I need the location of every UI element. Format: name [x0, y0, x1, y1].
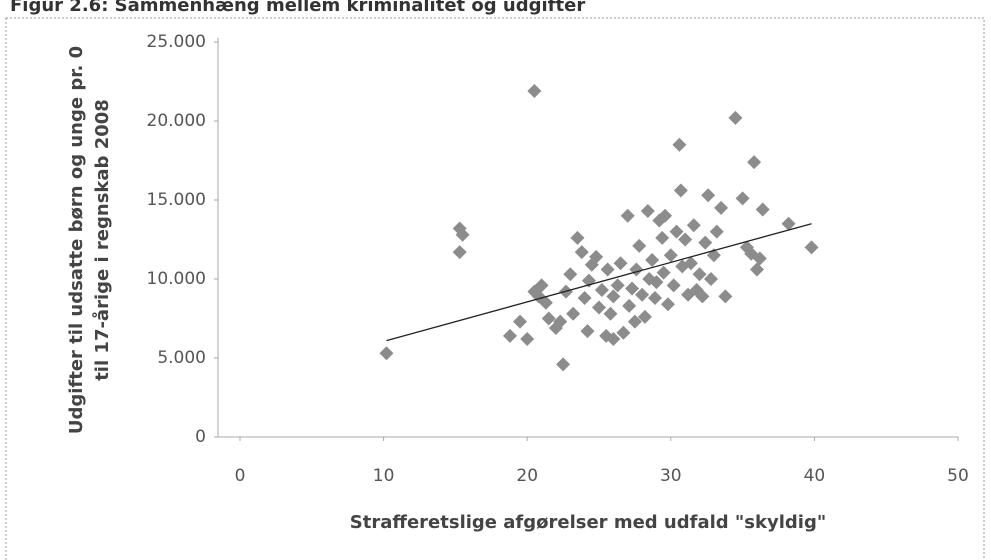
point	[610, 278, 625, 293]
point	[663, 248, 678, 263]
y-tick-label: 15.000	[147, 190, 206, 210]
point	[570, 230, 585, 245]
point	[627, 314, 642, 329]
y-tick-label: 10.000	[147, 269, 206, 289]
point	[718, 289, 733, 304]
point	[553, 314, 568, 329]
point	[804, 240, 819, 255]
point	[566, 306, 581, 321]
point	[672, 137, 687, 152]
point	[701, 188, 716, 203]
y-axis-title-line: Udgifter til udsatte børn og unge pr. 0	[66, 46, 87, 434]
point	[541, 311, 556, 326]
point	[656, 265, 671, 280]
point	[632, 238, 647, 253]
point	[622, 298, 637, 313]
point	[692, 267, 707, 282]
point	[648, 290, 663, 305]
point	[714, 200, 729, 215]
point	[527, 83, 542, 98]
point	[673, 183, 688, 198]
point	[538, 295, 553, 310]
x-tick-label: 50	[947, 466, 969, 486]
chart-title: Figur 2.6: Sammenhæng mellem kriminalite…	[10, 0, 585, 16]
point	[728, 110, 743, 125]
point	[660, 297, 675, 312]
point	[735, 191, 750, 206]
point	[655, 230, 670, 245]
point	[749, 262, 764, 277]
point	[455, 227, 470, 242]
x-tick-label: 10	[373, 466, 395, 486]
point	[379, 346, 394, 361]
point	[635, 287, 650, 302]
point	[678, 232, 693, 247]
x-tick-label: 30	[660, 466, 682, 486]
point	[502, 328, 517, 343]
point	[637, 309, 652, 324]
point	[752, 251, 767, 266]
point	[658, 208, 673, 223]
point	[616, 325, 631, 340]
point	[620, 208, 635, 223]
point	[666, 278, 681, 293]
y-tick-label: 25.000	[147, 32, 206, 52]
point	[704, 272, 719, 286]
point	[589, 249, 604, 264]
point	[520, 332, 535, 347]
point	[600, 262, 615, 277]
y-tick-label: 5.000	[157, 348, 206, 368]
point	[629, 262, 644, 277]
point	[606, 289, 621, 304]
point	[613, 256, 628, 271]
point	[556, 357, 571, 372]
x-axis-title: Strafferetslige afgørelser med udfald "s…	[350, 512, 826, 533]
point	[781, 216, 796, 231]
trendline	[386, 223, 812, 342]
point	[594, 283, 609, 298]
point	[592, 300, 606, 315]
x-tick-label: 40	[804, 466, 826, 486]
point	[755, 202, 770, 217]
point	[695, 289, 710, 304]
point	[747, 155, 762, 170]
point	[698, 235, 713, 250]
point	[686, 218, 701, 233]
point	[574, 245, 589, 260]
point	[645, 253, 660, 268]
x-tick-label: 20	[516, 466, 538, 486]
point	[563, 267, 578, 282]
point	[649, 275, 664, 290]
point	[606, 332, 621, 347]
chart-frame	[5, 17, 985, 560]
point	[603, 306, 618, 321]
point	[534, 278, 549, 293]
point	[709, 224, 724, 239]
y-tick-label: 0	[195, 427, 206, 447]
x-tick-label: 0	[235, 466, 246, 486]
point	[577, 290, 592, 305]
y-axis-title-line: til 17-årige i regnskab 2008	[91, 99, 113, 381]
point	[669, 224, 684, 239]
point	[625, 281, 640, 296]
y-axis-title: Udgifter til udsatte børn og unge pr. 0 …	[66, 46, 113, 434]
y-tick-label: 20.000	[147, 111, 206, 131]
point	[513, 314, 528, 329]
point	[452, 245, 467, 260]
point	[683, 256, 698, 271]
point	[640, 204, 655, 219]
point	[580, 324, 595, 339]
